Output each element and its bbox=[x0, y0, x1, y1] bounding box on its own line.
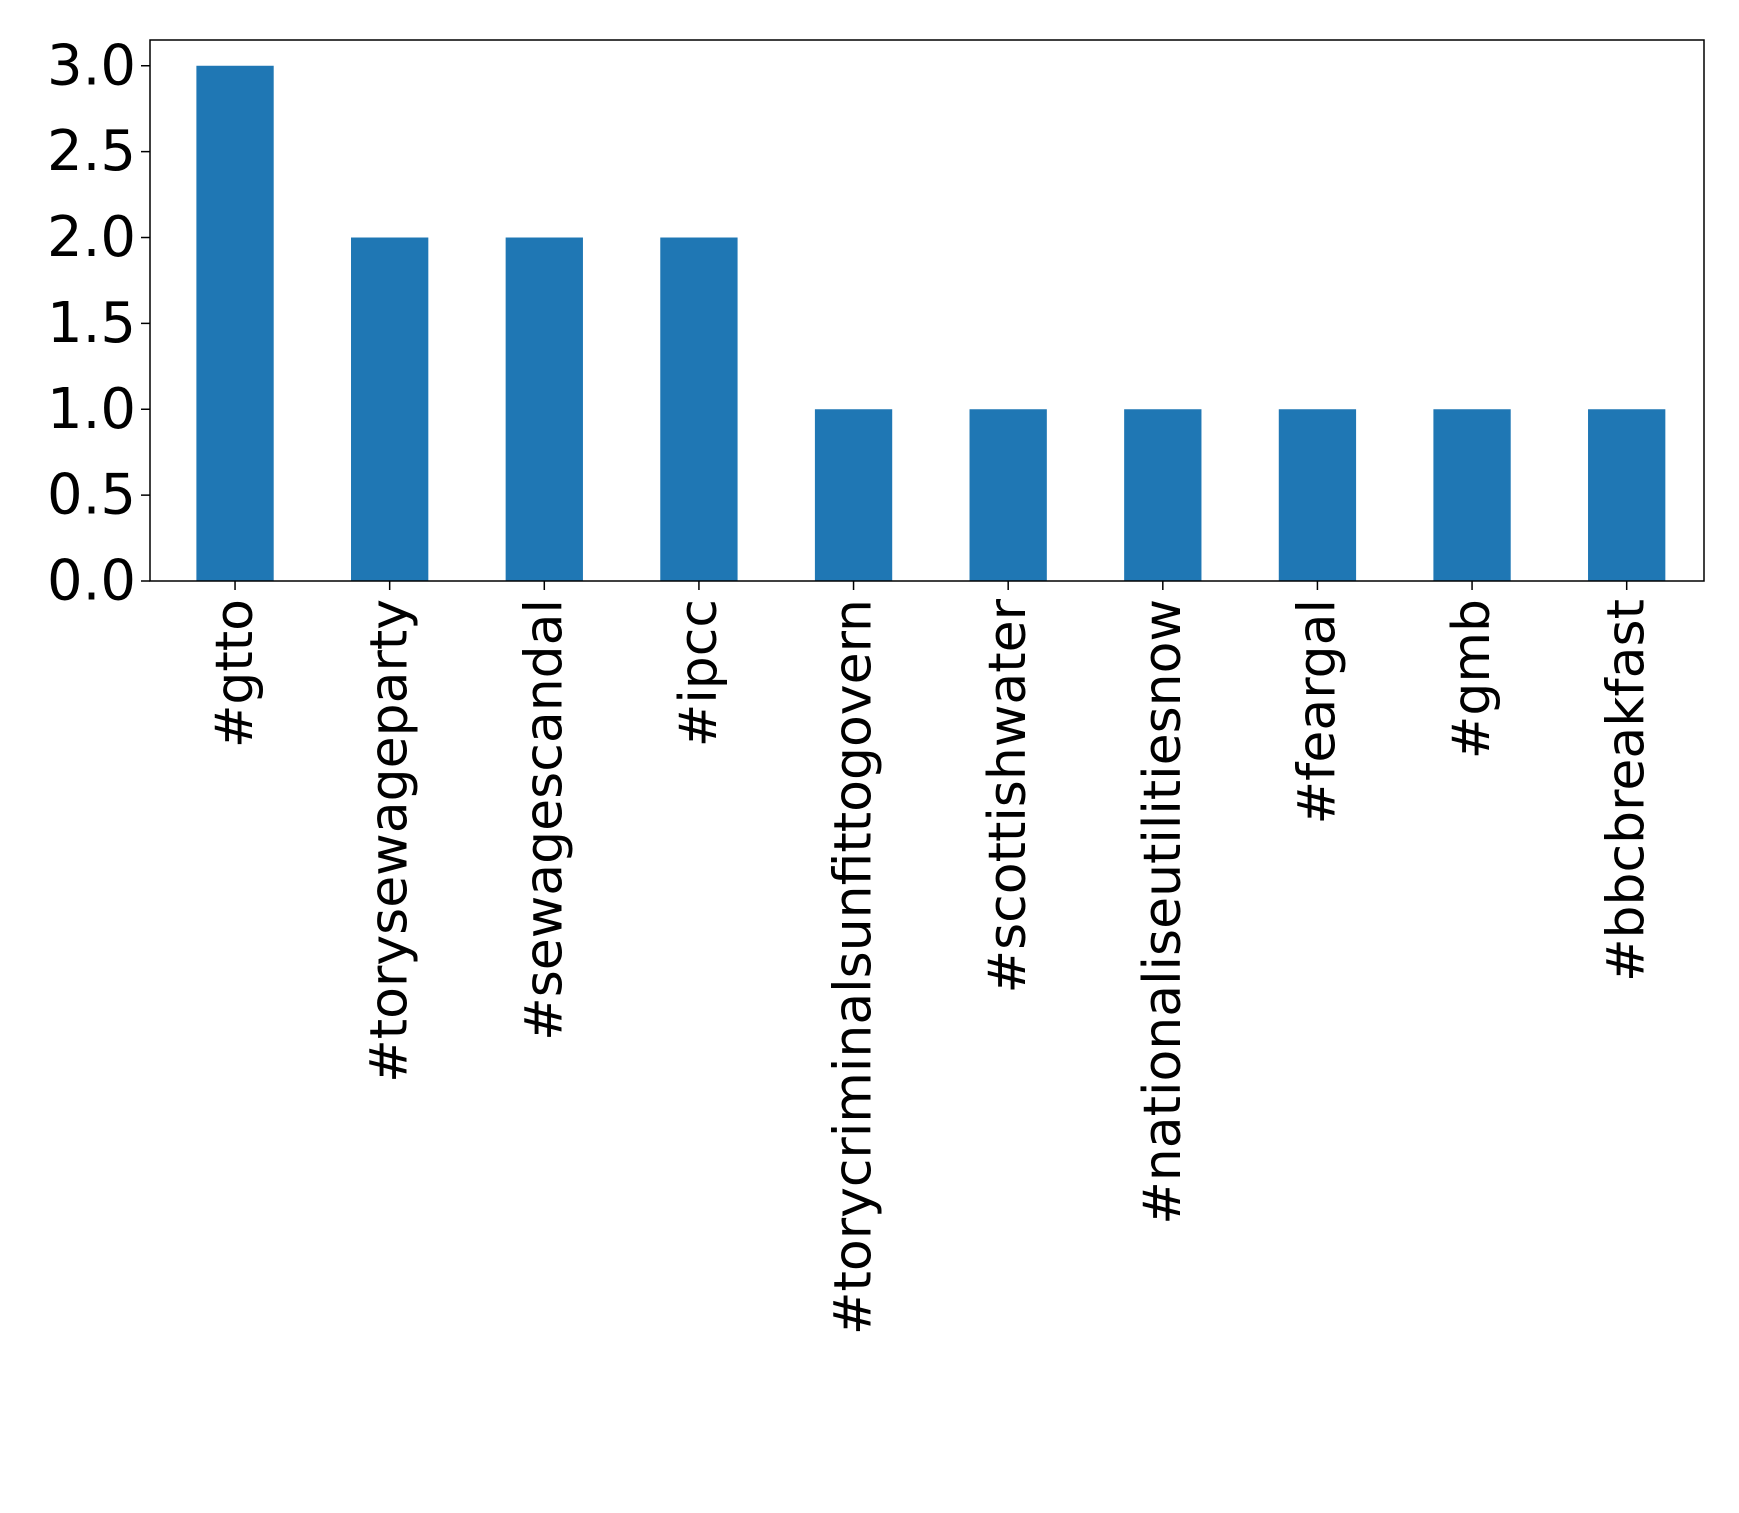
x-axis: #gtto #torysewageparty #sewagescandal #ipcc… bbox=[205, 581, 1657, 1335]
x-tick-label: #bbcbreakfast bbox=[1597, 599, 1657, 982]
y-tick-label: 0.0 bbox=[47, 549, 136, 614]
x-tick-label: #torycriminalsunfittogovern bbox=[824, 599, 884, 1335]
bar bbox=[1588, 409, 1666, 581]
y-tick-label: 0.5 bbox=[47, 463, 136, 528]
x-tick-label: #gtto bbox=[205, 599, 265, 748]
bar bbox=[1124, 409, 1202, 581]
x-tick-label: #sewagescandal bbox=[514, 599, 574, 1041]
y-tick-label: 1.0 bbox=[47, 377, 136, 442]
bar bbox=[505, 237, 583, 581]
bar bbox=[1278, 409, 1357, 581]
x-tick-label: #ipcc bbox=[669, 599, 729, 747]
x-tick-label: #feargal bbox=[1287, 599, 1347, 825]
plot-frame bbox=[149, 39, 1705, 582]
y-tick-label: 3.0 bbox=[47, 33, 136, 98]
bar bbox=[660, 237, 738, 581]
bar bbox=[196, 65, 274, 581]
y-tick-label: 2.5 bbox=[47, 119, 136, 184]
x-tick-label: #nationaliseutilitiesnow bbox=[1133, 599, 1193, 1225]
bar bbox=[1433, 409, 1511, 581]
y-tick-label: 2.0 bbox=[47, 205, 136, 270]
bar bbox=[814, 409, 893, 581]
x-tick-label: #torysewageparty bbox=[360, 599, 420, 1083]
bar bbox=[351, 237, 429, 581]
y-tick-label: 1.5 bbox=[47, 291, 136, 356]
x-tick-label: #scottishwater bbox=[978, 598, 1038, 993]
y-axis: 0.0 0.5 1.0 1.5 2.0 2.5 3.0 bbox=[47, 33, 150, 614]
plot-area bbox=[196, 65, 1666, 581]
bar bbox=[969, 409, 1047, 581]
x-tick-label: #gmb bbox=[1442, 599, 1502, 759]
